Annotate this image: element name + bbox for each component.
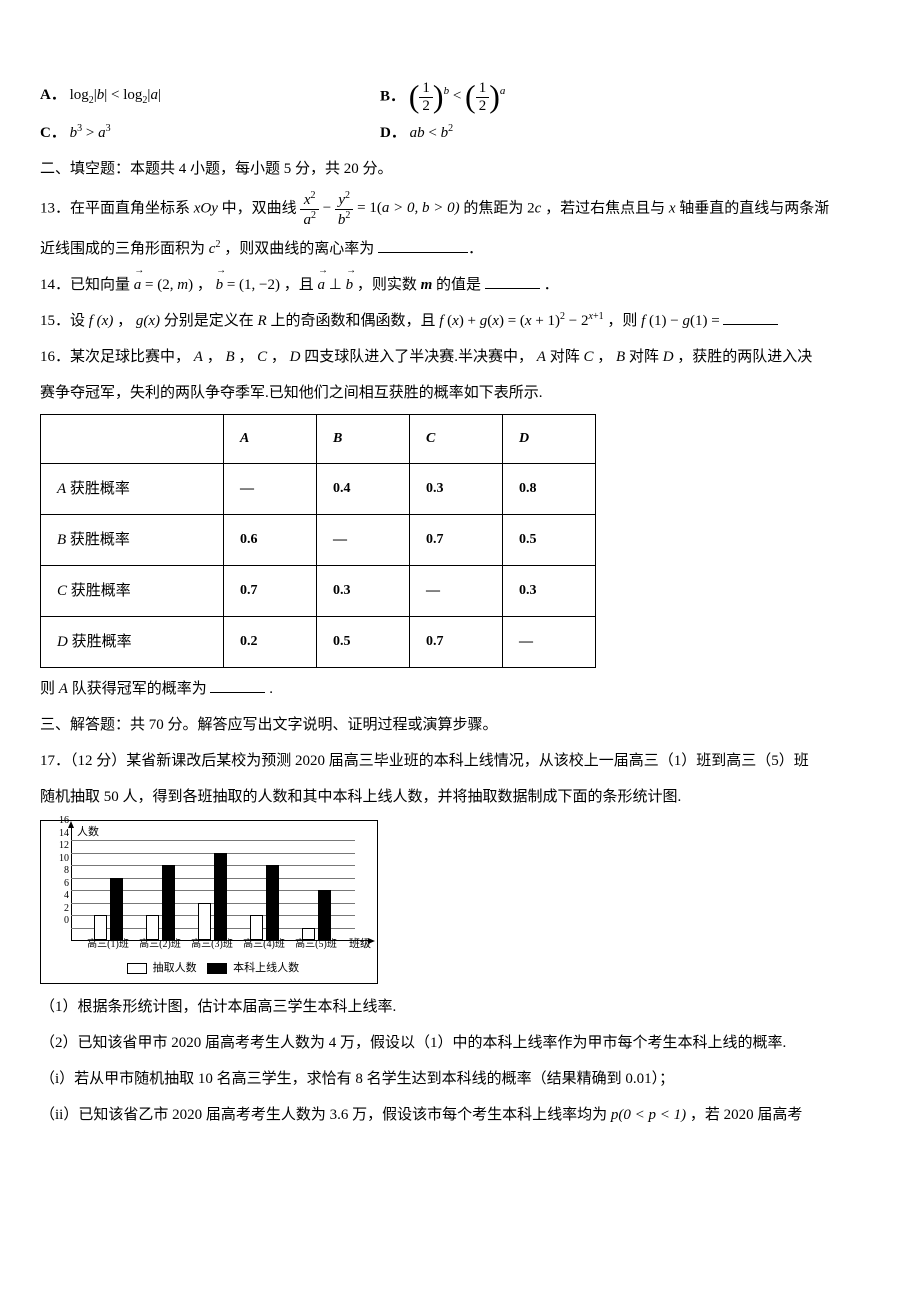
q16-line2: 赛争夺冠军，失利的两队争夺季军.已知他们之间相互获胜的概率如下表所示. [40,378,880,408]
opt-a: A． log2|b| < log2|a| [40,80,380,114]
blank-q15 [723,309,778,325]
opt-b: B． (12)b < (12)a [380,80,880,114]
bar-group [143,865,177,940]
category-label: 高三(2)班 [135,935,185,955]
q16-line1: 16．某次足球比赛中， A ， B ， C ， D 四支球队进入了半决赛.半决赛… [40,342,880,372]
q13: 13．在平面直角坐标系 xOy 中，双曲线 x2a2 − y2b2 = 1(a … [40,190,880,228]
th-blank [41,415,224,464]
th-a: A [224,415,317,464]
opt-row-cd: C． b3 > a3 D． ab < b2 [40,118,880,148]
q15: 15．设 f (x) ， g(x) 分别是定义在 R 上的奇函数和偶函数，且 f… [40,306,880,336]
category-label: 高三(3)班 [187,935,237,955]
legend-swatch-white-icon [127,963,147,974]
section-2-heading: 二、填空题：本题共 4 小题，每小题 5 分，共 20 分。 [40,154,880,184]
opt-b-expr: (12)b < (12)a [409,88,506,104]
x-axis-label: 班级 [349,933,371,955]
y-axis [71,827,72,941]
table-row: B 获胜概率 0.6 — 0.7 0.5 [41,515,596,566]
category-label: 高三(5)班 [291,935,341,955]
q17-sub-i: （i）若从甲市随机抽取 10 名高三学生，求恰有 8 名学生达到本科线的概率（结… [40,1064,880,1094]
opt-d-expr: ab < b2 [410,125,453,141]
blank-q13 [378,237,468,253]
q17-line2: 随机抽取 50 人，得到各班抽取的人数和其中本科上线人数，并将抽取数据制成下面的… [40,782,880,812]
bar-group [299,890,333,940]
th-d: D [503,415,596,464]
blank-q14 [485,273,540,289]
q17-sub2: （2）已知该省甲市 2020 届高考考生人数为 4 万，假设以（1）中的本科上线… [40,1028,880,1058]
opt-c: C． b3 > a3 [40,118,380,148]
table-row: C 获胜概率 0.7 0.3 — 0.3 [41,566,596,617]
table-row: A 获胜概率 — 0.4 0.3 0.8 [41,464,596,515]
category-label: 高三(1)班 [83,935,133,955]
bar-pass [162,865,175,940]
bar-chart: 人数 班级 0246810121416高三(1)班高三(2)班高三(3)班高三(… [40,820,378,984]
vec-b-icon: b [216,270,224,300]
q15-rhs: f (1) − g(1) = [641,313,720,329]
bar-pass [110,878,123,941]
bar-group [247,865,281,940]
opt-a-expr: log2|b| < log2|a| [70,87,161,103]
chart-legend: 抽取人数 本科上线人数 [49,957,369,979]
row-label: A 获胜概率 [41,464,224,515]
table-header-row: A B C D [41,415,596,464]
q17-sub1: （1）根据条形统计图，估计本届高三学生本科上线率. [40,992,880,1022]
bar-group [91,878,125,941]
opt-row-ab: A． log2|b| < log2|a| B． (12)b < (12)a [40,80,880,114]
q17-line1: 17．（12 分）某省新课改后某校为预测 2020 届高三毕业班的本科上线情况，… [40,746,880,776]
blank-q16 [210,677,265,693]
bar-group [195,853,229,941]
legend-drawn: 抽取人数 [153,962,197,974]
th-b: B [317,415,410,464]
opt-d-label: D． [380,125,406,141]
bar-pass [214,853,227,941]
bar-pass [318,890,331,940]
table-row: D 获胜概率 0.2 0.5 0.7 — [41,617,596,668]
q14: 14．已知向量 a = (2, m) ， b = (1, −2) ，且 a ⊥ … [40,270,880,300]
opt-b-label: B． [380,88,405,104]
gridline [71,840,355,841]
vec-a-icon: a [134,270,142,300]
q15-eq: f (x) + g(x) = (x + 1)2 − 2x+1 [439,313,603,329]
row-label: D 获胜概率 [41,617,224,668]
legend-swatch-black-icon [207,963,227,974]
opt-d: D． ab < b2 [380,118,880,148]
opt-c-expr: b3 > a3 [70,125,111,141]
probability-table: A B C D A 获胜概率 — 0.4 0.3 0.8 B 获胜概率 0.6 … [40,414,596,668]
row-label: B 获胜概率 [41,515,224,566]
row-label: C 获胜概率 [41,566,224,617]
opt-a-label: A． [40,87,66,103]
th-c: C [410,415,503,464]
opt-c-label: C． [40,125,66,141]
q16-after: 则 A 队获得冠军的概率为 . [40,674,880,704]
q17-sub-ii: （ii）已知该省乙市 2020 届高考考生人数为 3.6 万，假设该市每个考生本… [40,1100,880,1130]
bar-pass [266,865,279,940]
q13-hyperbola: x2a2 − y2b2 = 1(a > 0, b > 0) [300,200,463,216]
y-tick-label: 16 [53,811,69,831]
q13-line2: 近线围成的三角形面积为 c2 ，则双曲线的离心率为 ． [40,234,880,264]
legend-pass: 本科上线人数 [233,962,299,974]
section-3-heading: 三、解答题：共 70 分。解答应写出文字说明、证明过程或演算步骤。 [40,710,880,740]
category-label: 高三(4)班 [239,935,289,955]
